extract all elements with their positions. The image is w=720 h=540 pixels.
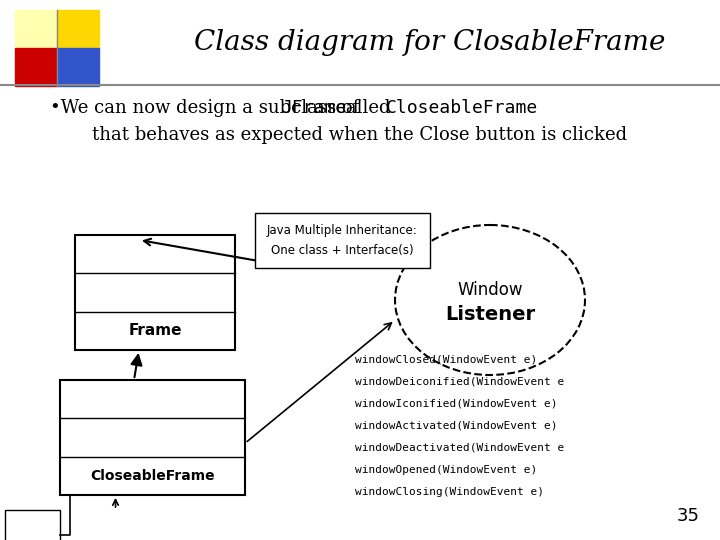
Text: •We can now design a subclass of: •We can now design a subclass of	[50, 99, 365, 117]
Text: windowActivated(WindowEvent e): windowActivated(WindowEvent e)	[355, 421, 557, 431]
Ellipse shape	[395, 225, 585, 375]
Text: 35: 35	[677, 507, 700, 525]
Text: called: called	[330, 99, 397, 117]
Text: windowClosed(WindowEvent e): windowClosed(WindowEvent e)	[355, 355, 537, 365]
Text: that behaves as expected when the Close button is clicked: that behaves as expected when the Close …	[92, 126, 628, 144]
Text: windowDeactivated(WindowEvent e: windowDeactivated(WindowEvent e	[355, 443, 564, 453]
Bar	[60, 380, 245, 495]
Bar	[255, 213, 430, 268]
Text: Window: Window	[457, 281, 523, 299]
Bar	[15, 48, 57, 86]
Text: CloseableFrame: CloseableFrame	[386, 99, 539, 117]
Text: Listener: Listener	[445, 305, 535, 323]
Bar	[5, 510, 60, 540]
Text: windowIconified(WindowEvent e): windowIconified(WindowEvent e)	[355, 399, 557, 409]
Bar	[57, 48, 99, 86]
Text: windowClosing(WindowEvent e): windowClosing(WindowEvent e)	[355, 487, 544, 497]
Text: Class diagram for ClosableFrame: Class diagram for ClosableFrame	[194, 29, 666, 56]
Text: windowDeiconified(WindowEvent e: windowDeiconified(WindowEvent e	[355, 377, 564, 387]
Text: windowOpened(WindowEvent e): windowOpened(WindowEvent e)	[355, 465, 537, 475]
Bar	[15, 10, 57, 48]
Bar	[75, 235, 235, 350]
Text: One class + Interface(s): One class + Interface(s)	[271, 244, 414, 257]
Bar	[57, 10, 99, 48]
Text: JFrame: JFrame	[281, 99, 346, 117]
Text: CloseableFrame: CloseableFrame	[90, 469, 215, 483]
Text: Frame: Frame	[128, 323, 181, 339]
Text: Java Multiple Inheritance:: Java Multiple Inheritance:	[267, 224, 418, 237]
